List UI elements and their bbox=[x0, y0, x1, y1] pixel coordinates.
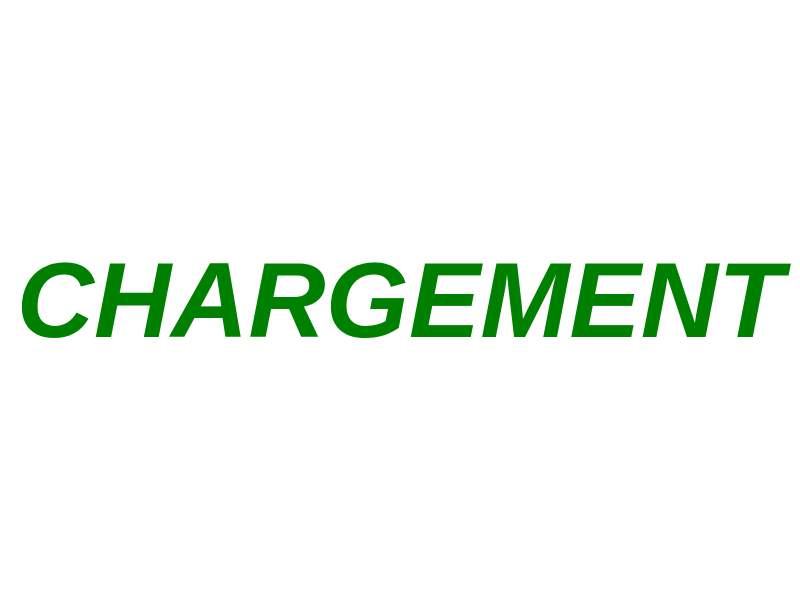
loading-label: CHARGEMENT bbox=[16, 240, 784, 360]
